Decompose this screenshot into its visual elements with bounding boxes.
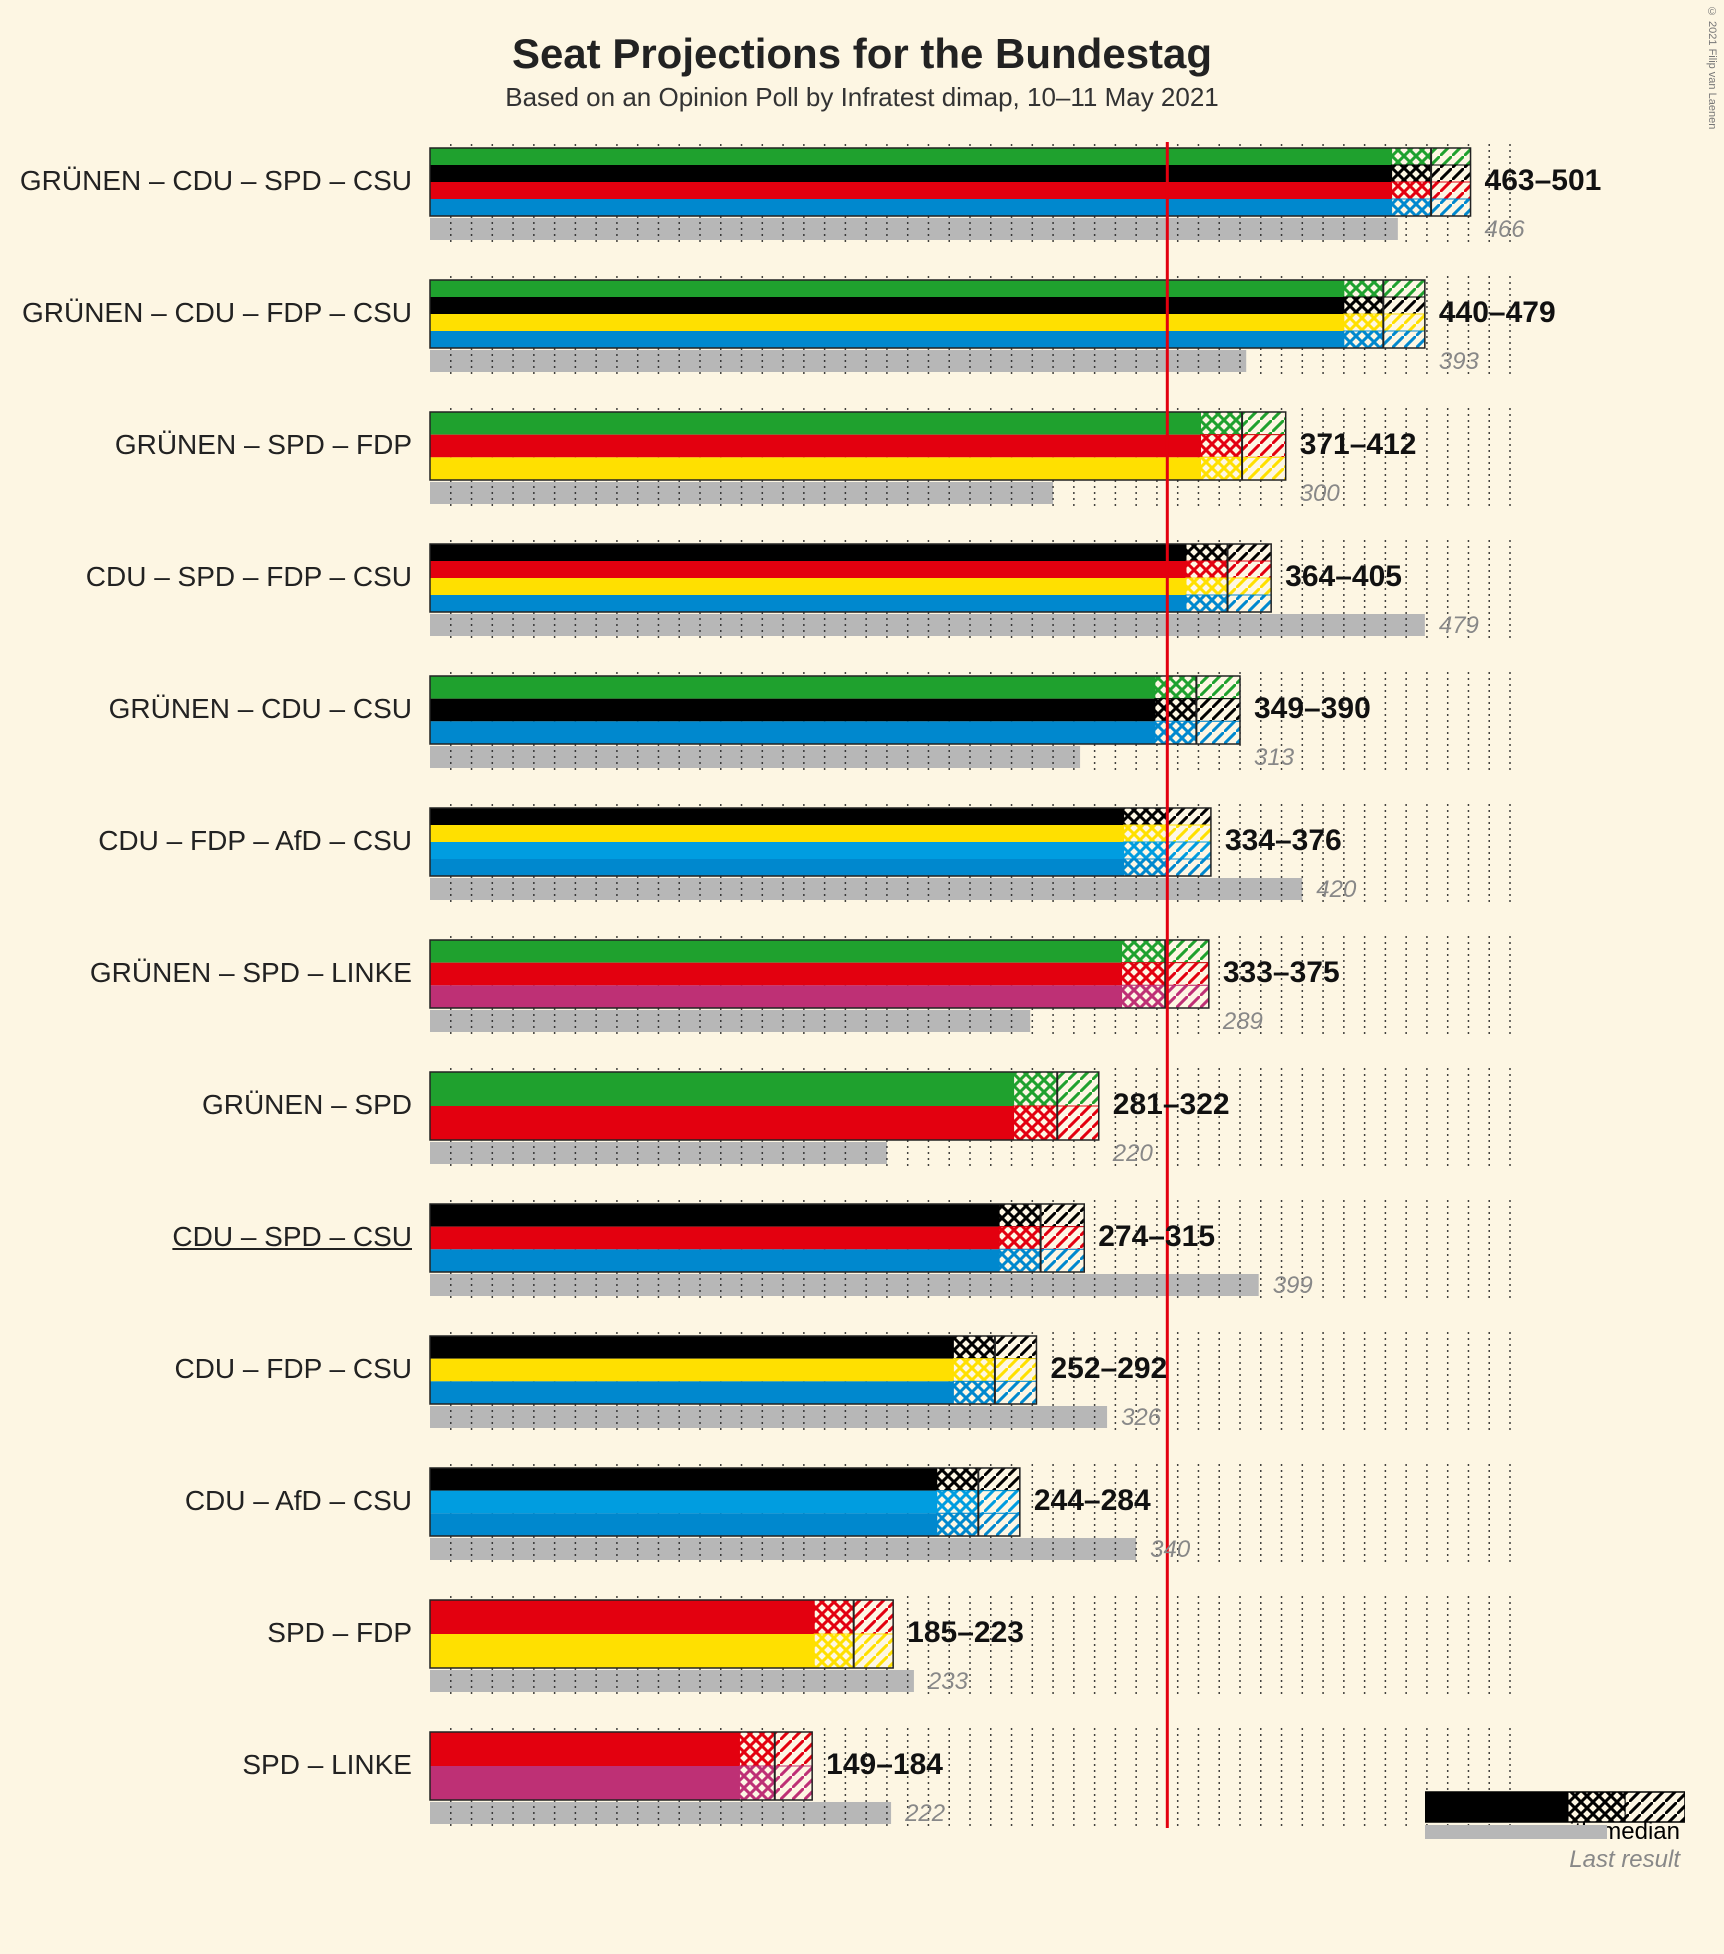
- coalition-label: CDU – AfD – CSU: [0, 1485, 412, 1517]
- last-result-label: 220: [1113, 1140, 1153, 1168]
- last-result-label: 466: [1485, 216, 1525, 244]
- legend-example: [1425, 1790, 1685, 1846]
- coalition-label: CDU – SPD – CSU: [0, 1221, 412, 1253]
- coalition-label: CDU – FDP – CSU: [0, 1353, 412, 1385]
- range-label: 333–375: [1223, 956, 1340, 990]
- range-label: 244–284: [1034, 1484, 1151, 1518]
- coalition-label: GRÜNEN – CDU – FDP – CSU: [0, 297, 412, 329]
- range-label: 463–501: [1485, 164, 1602, 198]
- last-result-label: 233: [928, 1668, 968, 1696]
- seat-projection-chart: Seat Projections for the Bundestag Based…: [0, 0, 1724, 1954]
- range-label: 364–405: [1285, 560, 1402, 594]
- coalition-label: GRÜNEN – SPD: [0, 1089, 412, 1121]
- coalition-label: GRÜNEN – SPD – LINKE: [0, 957, 412, 989]
- range-label: 281–322: [1113, 1088, 1230, 1122]
- coalition-label: CDU – SPD – FDP – CSU: [0, 561, 412, 593]
- range-label: 334–376: [1225, 824, 1342, 858]
- last-result-label: 393: [1439, 348, 1479, 376]
- range-label: 185–223: [907, 1616, 1024, 1650]
- range-label: 274–315: [1098, 1220, 1215, 1254]
- last-result-label: 313: [1254, 744, 1294, 772]
- legend-last-label: Last result: [1425, 1846, 1680, 1874]
- last-result-label: 326: [1121, 1404, 1161, 1432]
- range-label: 252–292: [1050, 1352, 1167, 1386]
- coalition-label: SPD – FDP: [0, 1617, 412, 1649]
- coalition-label: GRÜNEN – CDU – CSU: [0, 693, 412, 725]
- coalition-label: GRÜNEN – CDU – SPD – CSU: [0, 165, 412, 197]
- last-result-label: 289: [1223, 1008, 1263, 1036]
- coalition-label: GRÜNEN – SPD – FDP: [0, 429, 412, 461]
- last-result-label: 340: [1150, 1536, 1190, 1564]
- range-label: 149–184: [826, 1748, 943, 1782]
- last-result-label: 399: [1273, 1272, 1313, 1300]
- last-result-label: 300: [1300, 480, 1340, 508]
- range-label: 371–412: [1300, 428, 1417, 462]
- range-label: 349–390: [1254, 692, 1371, 726]
- last-result-label: 222: [905, 1800, 945, 1828]
- coalition-label: CDU – FDP – AfD – CSU: [0, 825, 412, 857]
- last-result-label: 420: [1316, 876, 1356, 904]
- legend: 95% confidence interval with median Last…: [1425, 1790, 1680, 1874]
- range-label: 440–479: [1439, 296, 1556, 330]
- coalition-label: SPD – LINKE: [0, 1749, 412, 1781]
- last-result-label: 479: [1439, 612, 1479, 640]
